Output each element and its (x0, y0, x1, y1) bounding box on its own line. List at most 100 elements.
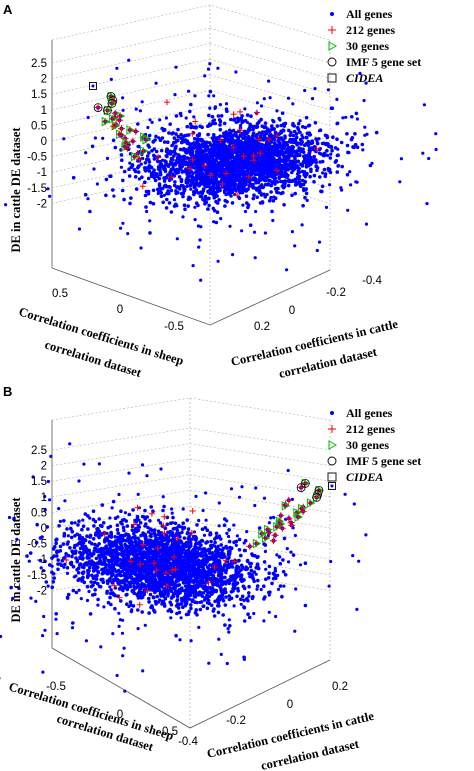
all-genes-point (317, 240, 322, 244)
all-genes-point (204, 152, 208, 157)
all-genes-point (109, 532, 113, 536)
gene-212-marker (266, 136, 272, 143)
all-genes-point (91, 583, 95, 587)
all-genes-point (174, 132, 178, 136)
all-genes-point (48, 194, 52, 198)
all-genes-point (182, 147, 186, 151)
all-genes-point (162, 164, 167, 168)
all-genes-point (181, 605, 185, 609)
all-genes-point (189, 169, 194, 174)
all-genes-point (299, 142, 303, 146)
all-genes-point (239, 553, 243, 558)
all-genes-point (157, 176, 162, 181)
all-genes-point (185, 518, 189, 522)
gene-212-marker (94, 104, 102, 112)
all-genes-point (249, 561, 253, 566)
all-genes-point (335, 170, 340, 174)
all-genes-point (197, 155, 202, 160)
gene-212-marker (189, 130, 196, 137)
all-genes-point (173, 180, 177, 184)
all-genes-point (201, 187, 206, 191)
all-genes-point (306, 164, 311, 168)
all-genes-point (270, 126, 274, 131)
all-genes-point (205, 144, 209, 149)
all-genes-point (125, 546, 130, 550)
all-genes-point (327, 144, 331, 149)
all-genes-point (86, 574, 90, 578)
all-genes-point (196, 162, 201, 167)
y-tick-label: -0.4 (362, 275, 382, 287)
all-genes-point (51, 580, 56, 584)
all-genes-point (176, 127, 180, 132)
all-genes-point (225, 181, 230, 186)
all-genes-point (315, 139, 319, 143)
all-genes-point (238, 145, 243, 150)
all-genes-point (335, 97, 339, 101)
all-genes-point (185, 184, 189, 188)
all-genes-point (312, 145, 317, 149)
all-genes-point (93, 588, 97, 592)
all-genes-point (56, 567, 60, 572)
all-genes-point (279, 123, 284, 128)
all-genes-point (149, 505, 153, 509)
all-genes-point (350, 115, 354, 119)
all-genes-point (196, 593, 200, 597)
all-genes-point (121, 525, 126, 530)
all-genes-point (189, 102, 193, 107)
all-genes-point (173, 140, 178, 144)
all-genes-point (257, 188, 262, 193)
all-genes-point (276, 139, 281, 143)
all-genes-point (168, 152, 173, 156)
all-genes-point (149, 171, 153, 175)
all-genes-point (139, 246, 143, 250)
gene-212-marker (207, 172, 214, 179)
all-genes-point (181, 581, 186, 585)
all-genes-point (143, 180, 147, 184)
all-genes-point (51, 572, 56, 576)
all-genes-point (169, 156, 174, 161)
all-genes-point (176, 153, 181, 157)
legend-label: All genes (346, 7, 393, 21)
panel-b-label: B (3, 384, 12, 399)
all-genes-point (216, 600, 221, 605)
all-genes-point (158, 521, 163, 525)
all-genes-point (245, 164, 250, 169)
all-genes-point (147, 611, 151, 615)
all-genes-point (229, 137, 233, 142)
all-genes-point (249, 156, 253, 160)
all-genes-point (122, 169, 127, 174)
all-genes-point (152, 544, 157, 549)
all-genes-point (128, 161, 132, 165)
all-genes-point (335, 121, 340, 126)
all-genes-point (209, 539, 213, 544)
all-genes-point (92, 167, 96, 171)
all-genes-point (216, 66, 220, 70)
all-genes-point (87, 565, 92, 570)
cidea-point (91, 84, 95, 88)
all-genes-point (239, 597, 243, 602)
all-genes-point (71, 175, 76, 180)
all-genes-point (146, 143, 150, 147)
all-genes-point (206, 207, 210, 211)
gene-212-marker (129, 137, 137, 145)
all-genes-point (398, 180, 402, 184)
all-genes-point (317, 129, 322, 133)
all-genes-point (90, 573, 94, 578)
all-genes-point (165, 534, 169, 538)
all-genes-point (215, 144, 219, 148)
all-genes-point (156, 529, 161, 534)
all-genes-point (145, 209, 149, 214)
all-genes-point (197, 245, 201, 249)
all-genes-point (213, 106, 217, 110)
gene-30-marker (126, 125, 135, 135)
all-genes-point (198, 180, 203, 185)
all-genes-point (203, 588, 208, 593)
all-genes-point (434, 132, 438, 136)
all-genes-point (271, 118, 275, 122)
all-genes-point (300, 223, 304, 227)
all-genes-point (271, 137, 275, 142)
all-genes-point (170, 595, 174, 600)
all-genes-point (334, 159, 339, 163)
all-genes-point (119, 165, 123, 169)
